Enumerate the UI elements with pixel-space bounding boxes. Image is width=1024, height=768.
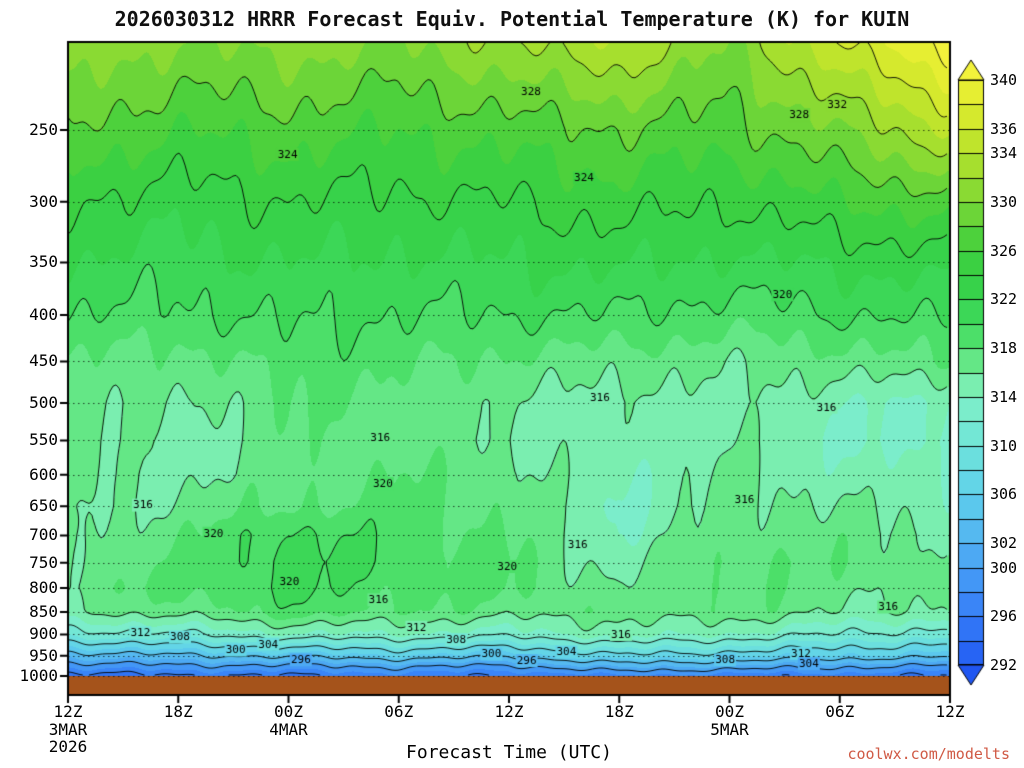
y-tick-label: 450	[29, 351, 58, 371]
x-date-label: 2026	[48, 737, 88, 756]
colorbar-tick-label: 336	[990, 119, 1018, 138]
y-tick-label: 600	[29, 464, 58, 484]
x-axis-title: Forecast Time (UTC)	[406, 742, 612, 763]
x-tick-label: 12Z	[53, 702, 83, 721]
colorbar-tick-label: 326	[990, 241, 1018, 260]
y-tick-label: 300	[29, 191, 58, 211]
x-tick-label: 00Z	[715, 702, 744, 721]
y-tick-label: 800	[29, 578, 58, 598]
y-tick-label: 900	[29, 624, 58, 644]
y-tick-label: 500	[29, 392, 58, 412]
x-tick-label: 00Z	[274, 702, 303, 721]
colorbar-tick-label: 334	[990, 144, 1018, 163]
colorbar-tick-label: 314	[990, 387, 1018, 406]
x-tick-label: 12Z	[494, 702, 524, 721]
colorbar-tick-label: 292	[990, 656, 1018, 674]
colorbar-tick-label: 340	[990, 71, 1018, 89]
y-tick-label: 1000	[19, 666, 58, 685]
y-tick-label: 850	[29, 601, 58, 621]
y-tick-label: 950	[29, 645, 58, 665]
x-tick-label: 06Z	[825, 702, 855, 721]
colorbar-tick-label: 296	[990, 607, 1018, 626]
colorbar-tick-label: 300	[990, 558, 1018, 577]
x-date-label: 5MAR	[710, 720, 749, 739]
colorbar-tick-label: 322	[990, 290, 1018, 309]
y-tick-label: 700	[29, 525, 58, 545]
y-tick-label: 750	[29, 552, 58, 572]
colorbar-tick-label: 330	[990, 192, 1018, 211]
colorbar-tick-label: 306	[990, 485, 1018, 504]
y-tick-label: 250	[29, 119, 58, 139]
x-tick-label: 06Z	[384, 702, 414, 721]
colorbar-tick-label: 310	[990, 436, 1018, 455]
y-tick-label: 400	[29, 305, 58, 325]
y-tick-label: 350	[29, 252, 58, 272]
colorbar-tick-label: 318	[990, 339, 1018, 358]
x-date-label: 4MAR	[269, 720, 308, 739]
x-date-label: 3MAR	[48, 720, 88, 739]
y-tick-label: 550	[29, 430, 58, 450]
x-tick-label: 12Z	[935, 702, 965, 721]
x-tick-label: 18Z	[604, 702, 634, 721]
chart-title: 2026030312 HRRR Forecast Equiv. Potentia…	[114, 7, 910, 31]
credit-link[interactable]: coolwx.com/modelts	[847, 745, 1010, 763]
colorbar-tick-label: 302	[990, 534, 1018, 553]
y-tick-label: 650	[29, 496, 58, 516]
x-tick-label: 18Z	[163, 702, 193, 721]
